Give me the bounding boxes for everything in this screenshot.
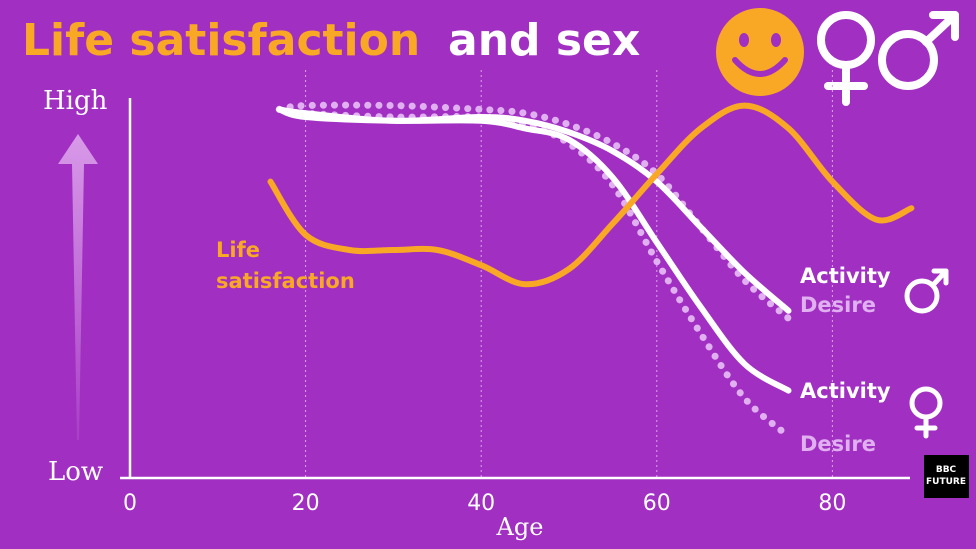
male-symbol-small-icon — [904, 268, 949, 314]
x-tick-label-60: 60 — [643, 491, 671, 516]
svg-text:BBC: BBC — [936, 465, 957, 475]
label-male-desire: Desire — [800, 293, 876, 317]
female-symbol-small-icon — [909, 386, 943, 439]
x-tick-label-20: 20 — [292, 491, 320, 516]
chart-title-part2: and sex — [448, 15, 640, 66]
series-layer — [267, 101, 915, 440]
series-male-activity-line — [276, 106, 792, 314]
chart-title-part1: Life satisfaction — [22, 15, 420, 66]
label-male-activity: Activity — [800, 264, 891, 288]
label-life-satisfaction-line1: Life — [216, 238, 260, 262]
x-tick-label-40: 40 — [467, 491, 495, 516]
label-female-desire: Desire — [800, 432, 876, 456]
female-symbol-icon — [817, 11, 875, 106]
series-female-activity-line — [276, 106, 792, 394]
male-symbol-icon — [878, 11, 959, 90]
grid-lines — [305, 70, 833, 478]
x-tick-label-80: 80 — [818, 491, 846, 516]
x-tick-label-0: 0 — [123, 491, 137, 516]
svg-text:FUTURE: FUTURE — [926, 477, 966, 487]
label-female-activity: Activity — [800, 379, 891, 403]
label-life-satisfaction-line2: satisfaction — [216, 269, 355, 293]
y-axis-high-label: High — [43, 86, 108, 116]
series-female-desire-line — [275, 105, 792, 440]
x-axis-label: Age — [496, 513, 544, 541]
smiley-face-icon — [716, 8, 804, 96]
y-axis-arrow — [58, 134, 98, 440]
x-axis-ticks: 0 20 40 60 80 — [123, 491, 846, 516]
bbc-future-logo: BBC FUTURE — [924, 455, 969, 498]
series-life-satisfaction-line — [267, 102, 915, 288]
y-axis-low-label: Low — [48, 457, 103, 487]
